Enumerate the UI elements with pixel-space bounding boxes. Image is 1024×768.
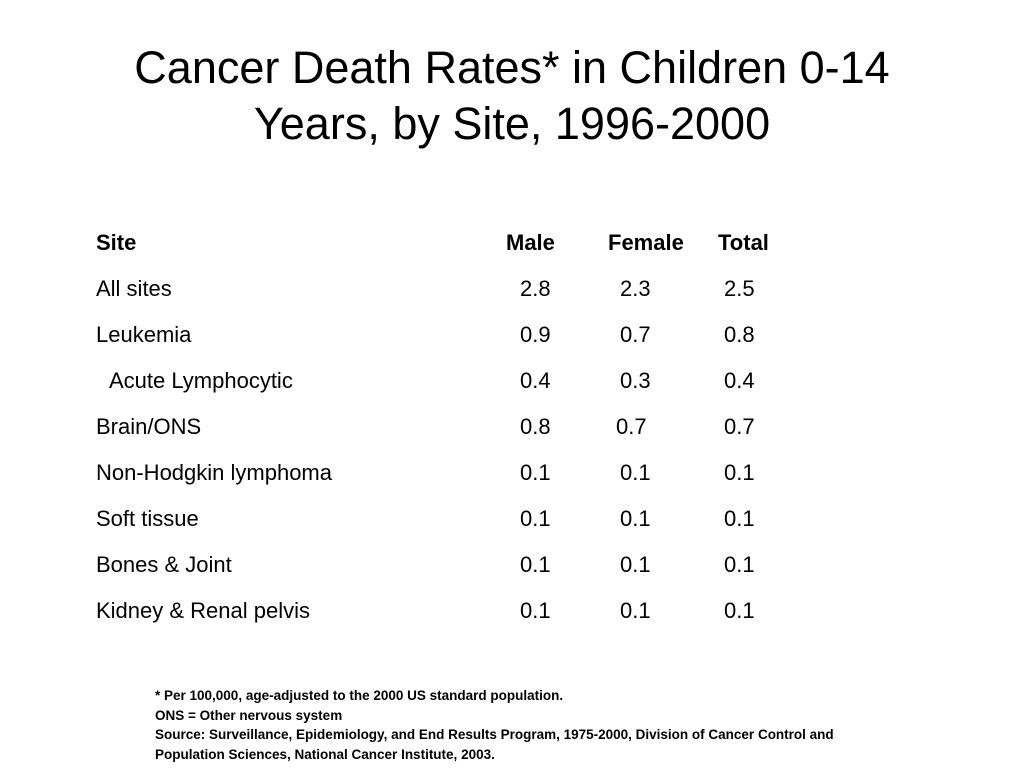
death-rates-table: Site Male Female Total All sites 2.8 2.3… xyxy=(96,220,816,634)
total-rate-cell: 0.4 xyxy=(724,368,755,393)
header-female: Female xyxy=(608,230,684,255)
site-cell: Brain/ONS xyxy=(96,414,202,439)
table-row: Kidney & Renal pelvis 0.1 0.1 0.1 xyxy=(96,588,816,634)
table-row: Brain/ONS 0.8 0.7 0.7 xyxy=(96,404,816,450)
footnotes: * Per 100,000, age-adjusted to the 2000 … xyxy=(155,686,975,764)
total-rate-cell: 2.5 xyxy=(724,276,755,301)
table-row: Bones & Joint 0.1 0.1 0.1 xyxy=(96,542,816,588)
total-rate-cell: 0.1 xyxy=(724,598,755,623)
male-rate-cell: 0.8 xyxy=(520,414,551,439)
male-rate-cell: 0.4 xyxy=(520,368,551,393)
site-cell: Kidney & Renal pelvis xyxy=(96,598,311,623)
table-row: Leukemia 0.9 0.7 0.8 xyxy=(96,312,816,358)
source-footnote-line-2: Population Sciences, National Cancer Ins… xyxy=(155,746,495,762)
male-rate-cell: 0.1 xyxy=(520,460,551,485)
female-rate-cell: 0.1 xyxy=(620,552,651,577)
male-rate-cell: 2.8 xyxy=(520,276,551,301)
female-rate-cell: 0.3 xyxy=(620,368,651,393)
site-cell: Soft tissue xyxy=(96,506,199,531)
male-rate-cell: 0.9 xyxy=(520,322,551,347)
source-footnote-line-1: Source: Surveillance, Epidemiology, and … xyxy=(155,727,834,742)
table-row: All sites 2.8 2.3 2.5 xyxy=(96,266,816,312)
male-rate-cell: 0.1 xyxy=(520,506,551,531)
female-rate-cell: 0.1 xyxy=(620,506,651,531)
female-rate-cell: 0.7 xyxy=(616,414,647,439)
table-header-row: Site Male Female Total xyxy=(96,220,816,266)
total-rate-cell: 0.7 xyxy=(724,414,755,439)
ons-footnote: ONS = Other nervous system xyxy=(155,707,343,723)
total-rate-cell: 0.8 xyxy=(724,322,755,347)
header-site: Site xyxy=(96,230,137,255)
female-rate-cell: 0.1 xyxy=(620,598,651,623)
table-row: Soft tissue 0.1 0.1 0.1 xyxy=(96,496,816,542)
table-row: Acute Lymphocytic 0.4 0.3 0.4 xyxy=(96,358,816,404)
site-cell: All sites xyxy=(96,276,172,301)
female-rate-cell: 0.1 xyxy=(620,460,651,485)
table-row: Non-Hodgkin lymphoma 0.1 0.1 0.1 xyxy=(96,450,816,496)
rate-footnote: * Per 100,000, age-adjusted to the 2000 … xyxy=(155,688,564,703)
total-rate-cell: 0.1 xyxy=(724,552,755,577)
female-rate-cell: 2.3 xyxy=(620,276,651,301)
site-cell: Non-Hodgkin lymphoma xyxy=(96,460,332,485)
female-rate-cell: 0.7 xyxy=(620,322,651,347)
male-rate-cell: 0.1 xyxy=(520,552,551,577)
header-male: Male xyxy=(506,230,555,255)
total-rate-cell: 0.1 xyxy=(724,506,755,531)
male-rate-cell: 0.1 xyxy=(520,598,551,623)
site-cell: Bones & Joint xyxy=(96,552,232,577)
site-cell-subtype: Acute Lymphocytic xyxy=(109,368,293,393)
header-total: Total xyxy=(718,230,769,255)
site-cell: Leukemia xyxy=(96,322,192,347)
total-rate-cell: 0.1 xyxy=(724,460,755,485)
title-line-2: Years, by Site, 1996-2000 xyxy=(253,98,771,149)
title-line-1: Cancer Death Rates* in Children 0-14 xyxy=(134,42,890,93)
slide-title: Cancer Death Rates* in Children 0-14 Yea… xyxy=(0,40,1024,152)
